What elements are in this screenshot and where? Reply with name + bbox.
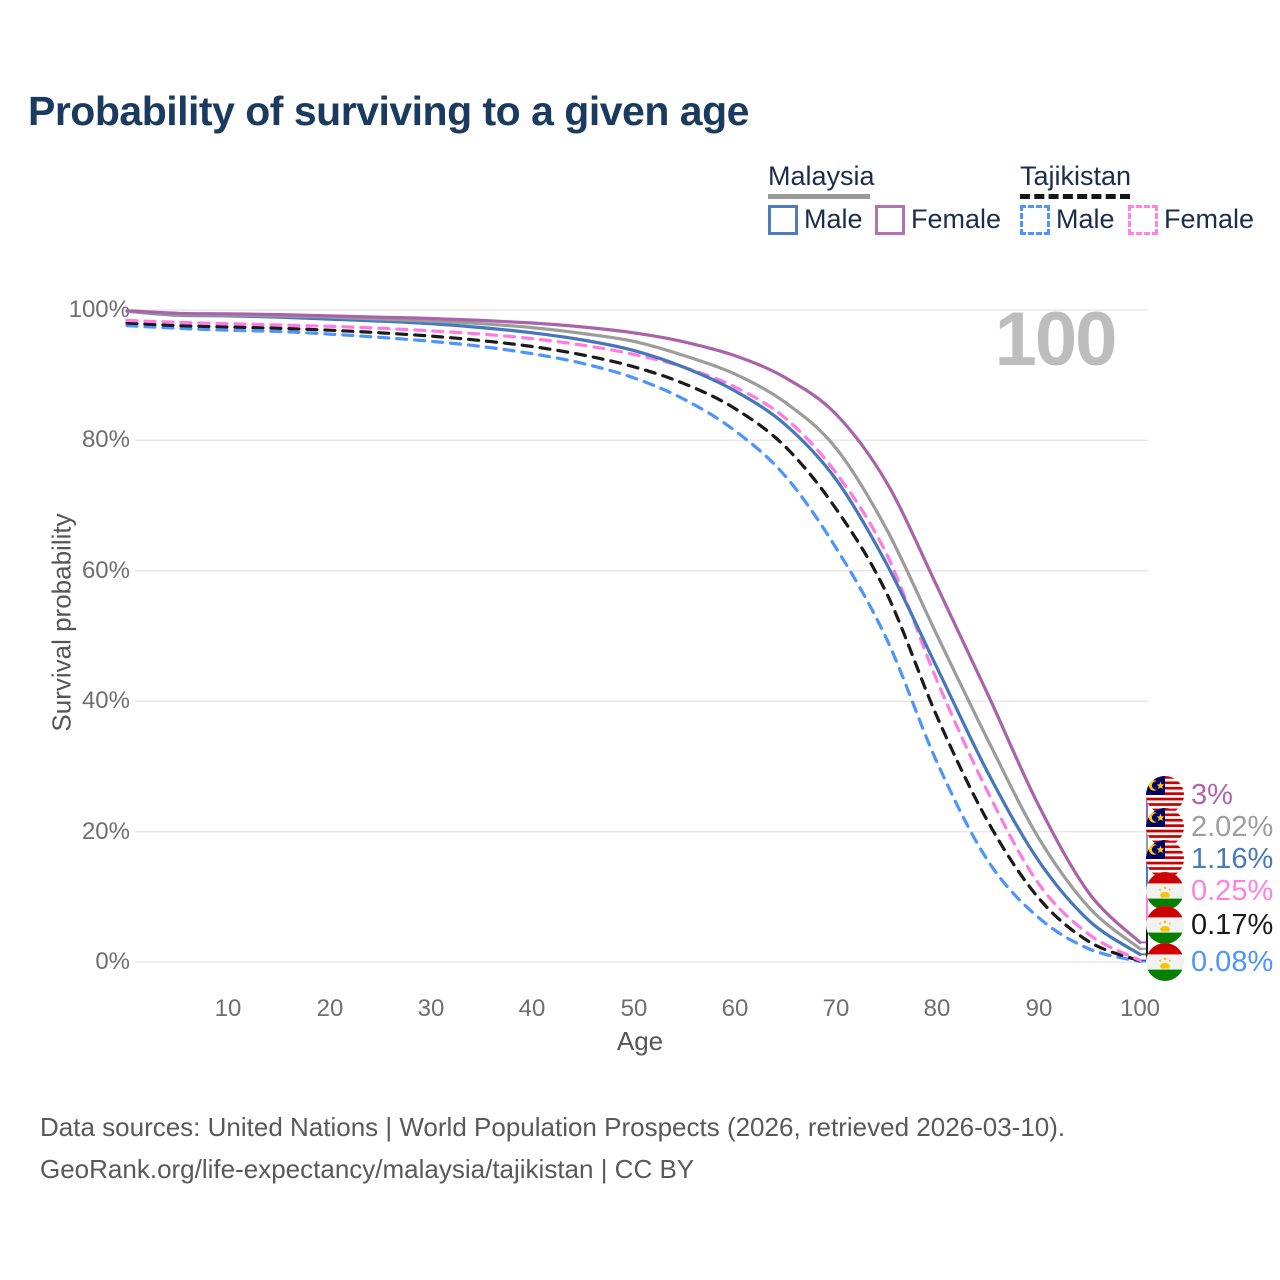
x-axis-label: Age	[616, 1026, 664, 1056]
survival-curve-tajikistan-female[interactable]	[125, 318, 1142, 962]
legend-malaysia-line-swatch	[768, 194, 870, 199]
tajikistan-flag-icon	[1146, 906, 1184, 944]
y-tick-40: 40%	[81, 687, 130, 714]
legend-label: Male	[1056, 204, 1115, 234]
end-label-malaysia-male[interactable]: 1.16%	[1146, 840, 1273, 878]
end-label-malaysia-total[interactable]: 2.02%	[1146, 808, 1273, 846]
age-watermark: 100	[994, 297, 1118, 382]
footer-attribution: GeoRank.org/life-expectancy/malaysia/taj…	[40, 1154, 695, 1184]
survival-curve-malaysia-male[interactable]	[125, 309, 1142, 956]
y-tick-100: 100%	[68, 296, 130, 323]
tajikistan-female-swatch-icon	[1128, 204, 1158, 235]
tajikistan-male-swatch-icon	[1020, 204, 1050, 235]
end-label-value: 0.17%	[1191, 908, 1274, 941]
tajikistan-flag-icon	[1146, 943, 1184, 981]
survival-curve-malaysia-female[interactable]	[125, 309, 1142, 944]
x-tick-50: 50	[620, 995, 648, 1022]
y-tick-0: 0%	[95, 948, 130, 975]
legend-label: Female	[1164, 204, 1255, 234]
tajikistan-flag-icon	[1146, 872, 1184, 910]
x-tick-20: 20	[316, 995, 344, 1022]
end-label-tajikistan-total[interactable]: 0.17%	[1146, 906, 1273, 944]
malaysia-male-swatch-icon	[768, 204, 798, 235]
y-tick-20: 20%	[81, 818, 130, 845]
legend-item-malaysia-male[interactable]: Male	[768, 204, 863, 235]
footer-sources: Data sources: United Nations | World Pop…	[40, 1112, 1066, 1142]
end-label-value: 0.08%	[1191, 945, 1274, 978]
x-tick-40: 40	[518, 995, 546, 1022]
end-label-tajikistan-male[interactable]: 0.08%	[1146, 943, 1273, 981]
end-label-value: 1.16%	[1191, 842, 1274, 875]
survival-curve-tajikistan-male[interactable]	[125, 324, 1142, 964]
legend-label: Female	[911, 204, 1002, 234]
survival-curve-malaysia-both-sexes[interactable]	[125, 309, 1142, 951]
x-tick-70: 70	[822, 995, 850, 1022]
end-label-malaysia-female[interactable]: 3%	[1146, 776, 1233, 814]
page-title: Probability of surviving to a given age	[28, 88, 749, 134]
x-tick-60: 60	[721, 995, 749, 1022]
x-tick-80: 80	[923, 995, 951, 1022]
legend-item-tajikistan-female[interactable]: Female	[1128, 204, 1254, 235]
y-tick-60: 60%	[81, 557, 130, 584]
legend-group-tajikistan[interactable]: Tajikistan	[1020, 161, 1132, 191]
end-label-value: 2.02%	[1191, 810, 1274, 843]
end-label-tajikistan-female[interactable]: 0.25%	[1146, 872, 1273, 910]
x-tick-10: 10	[214, 995, 242, 1022]
malaysia-flag-icon	[1146, 840, 1184, 878]
end-label-value: 0.25%	[1191, 874, 1274, 907]
survival-curve-tajikistan-both-sexes[interactable]	[125, 321, 1142, 963]
malaysia-flag-icon	[1146, 808, 1184, 846]
legend-group-malaysia[interactable]: Malaysia	[768, 161, 875, 191]
legend-tajikistan-line-swatch	[1020, 194, 1130, 199]
y-tick-80: 80%	[81, 426, 130, 453]
x-tick-30: 30	[417, 995, 445, 1022]
end-label-value: 3%	[1191, 778, 1233, 811]
x-tick-90: 90	[1025, 995, 1053, 1022]
legend-label: Male	[804, 204, 863, 234]
footer: Data sources: United Nations | World Pop…	[40, 1106, 1065, 1190]
x-tick-100: 100	[1119, 995, 1161, 1022]
malaysia-flag-icon	[1146, 776, 1184, 814]
legend-item-tajikistan-male[interactable]: Male	[1020, 204, 1115, 235]
malaysia-female-swatch-icon	[875, 204, 905, 235]
legend-item-malaysia-female[interactable]: Female	[875, 204, 1001, 235]
